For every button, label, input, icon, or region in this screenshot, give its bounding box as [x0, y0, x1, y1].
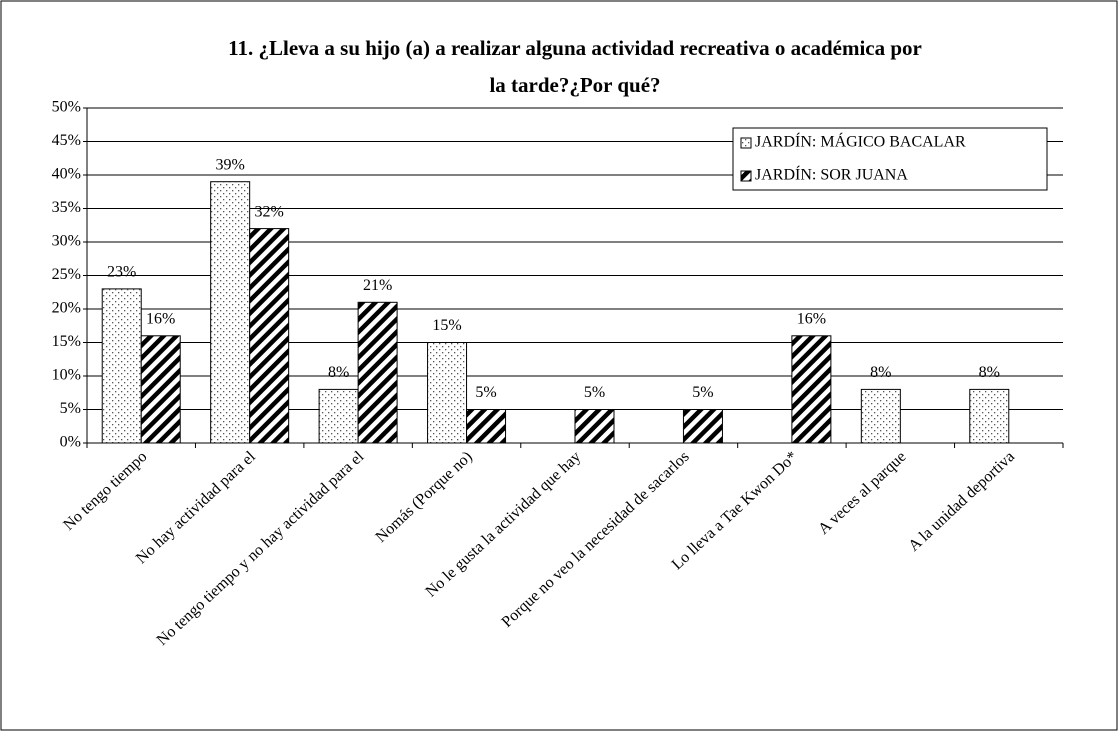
bar	[969, 388, 1010, 444]
data-label: 8%	[870, 364, 891, 381]
bar	[101, 288, 142, 444]
legend-box	[732, 127, 1048, 191]
chart-title: 11. ¿Lleva a su hijo (a) a realizar algu…	[228, 36, 922, 60]
data-label: 5%	[584, 384, 605, 401]
data-label: 21%	[363, 277, 392, 294]
bar	[791, 335, 832, 444]
y-tick-label: 35%	[52, 199, 81, 216]
bar	[466, 409, 507, 444]
bar	[427, 342, 468, 444]
y-tick-label: 45%	[52, 132, 81, 149]
y-tick-label: 10%	[52, 367, 81, 384]
bar	[210, 181, 251, 444]
bar	[249, 228, 290, 444]
data-label: 5%	[475, 384, 496, 401]
data-label: 8%	[979, 364, 1000, 381]
bar	[682, 409, 723, 444]
bar	[860, 388, 901, 444]
data-label: 16%	[146, 310, 175, 327]
data-label: 32%	[255, 203, 284, 220]
y-tick-label: 5%	[60, 400, 81, 417]
y-tick-label: 25%	[52, 266, 81, 283]
data-label: 8%	[328, 364, 349, 381]
y-tick-label: 20%	[52, 300, 81, 317]
legend-label: JARDÍN: SOR JUANA	[755, 165, 908, 184]
data-label: 5%	[692, 384, 713, 401]
data-label: 23%	[107, 264, 136, 281]
data-label: 15%	[432, 317, 461, 334]
legend-swatch	[740, 137, 752, 149]
bar	[574, 409, 615, 444]
y-tick-label: 0%	[60, 434, 81, 451]
y-tick-label: 30%	[52, 233, 81, 250]
legend-swatch	[740, 170, 752, 182]
y-tick-label: 15%	[52, 333, 81, 350]
legend-label: JARDÍN: MÁGICO BACALAR	[755, 132, 966, 151]
y-tick-label: 50%	[52, 99, 81, 116]
chart-title: la tarde?¿Por qué?	[489, 73, 660, 97]
bar	[357, 301, 398, 444]
y-tick-label: 40%	[52, 166, 81, 183]
data-label: 39%	[216, 156, 245, 173]
data-label: 16%	[797, 310, 826, 327]
bar	[318, 388, 359, 444]
bar	[140, 335, 181, 444]
